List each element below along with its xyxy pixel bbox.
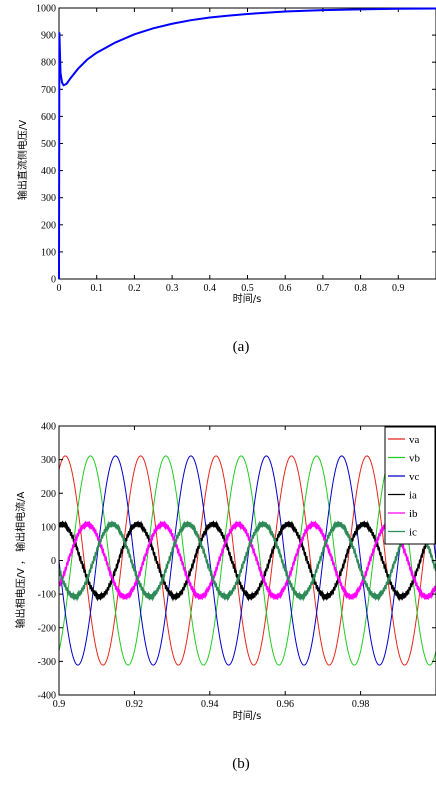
- x-tick-label: 0.3: [166, 283, 179, 294]
- legend-label-va: va: [409, 434, 420, 446]
- x-tick-label: 0.8: [354, 283, 367, 294]
- y-tick-label: 200: [41, 489, 56, 500]
- y-tick-label: 0: [51, 275, 56, 286]
- legend-label-ia: ia: [409, 490, 417, 502]
- x-tick-label: 0.2: [128, 283, 141, 294]
- chart-b-caption: (b): [232, 756, 250, 772]
- y-tick-label: 1000: [36, 4, 56, 15]
- chart-a-ticks: 0 0.1 0.2 0.3 0.4 0.5 0.6 0.7 0.8 0.9 0 100 200 300 40…: [36, 4, 436, 294]
- chart-b-xlabel: 时间/s: [233, 709, 262, 722]
- y-tick-label: 600: [41, 112, 56, 123]
- y-tick-label: 700: [41, 85, 56, 96]
- x-tick-label: 0.94: [201, 699, 219, 710]
- x-tick-label: 0.96: [276, 699, 294, 710]
- y-tick-label: 800: [41, 58, 56, 69]
- x-tick-label: 0.92: [126, 699, 144, 710]
- chart-a-plot-frame: [58, 7, 436, 280]
- chart-a-caption: (a): [233, 339, 250, 355]
- series-line-ib: [59, 520, 436, 600]
- legend-box: [384, 426, 436, 545]
- y-tick-label: 100: [41, 247, 56, 258]
- y-tick-label: 300: [41, 193, 56, 204]
- series-line-ia: [59, 520, 436, 602]
- series-line-vb: [59, 455, 436, 666]
- y-tick-label: -400: [38, 691, 56, 702]
- series-line-vc: [59, 455, 436, 666]
- x-tick-label: 0.9: [392, 283, 405, 294]
- chart-b-lines: [59, 455, 436, 666]
- x-tick-label: 0.5: [241, 283, 254, 294]
- x-tick-label: 0.1: [90, 283, 103, 294]
- chart-b: 0.9 0.92 0.94 0.96 0.98 -400 -300 -200 -100 0 100 2…: [14, 422, 436, 772]
- y-tick-label: 400: [41, 166, 56, 177]
- x-tick-label: 0.9: [53, 699, 66, 710]
- y-tick-label: -200: [38, 623, 56, 634]
- y-tick-label: -300: [38, 657, 56, 668]
- legend-label-ib: ib: [409, 508, 418, 520]
- chart-b-legend: va vb vc ia ib ic: [384, 426, 436, 545]
- x-tick-label: 0.6: [279, 283, 292, 294]
- y-tick-label: 500: [41, 139, 56, 150]
- y-tick-label: 100: [41, 522, 56, 533]
- chart-a-ylabel: 输出直流侧电压/V: [16, 120, 29, 200]
- legend-label-vb: vb: [409, 453, 421, 465]
- chart-b-ticks: 0.9 0.92 0.94 0.96 0.98 -400 -300 -200 -100 0 100 2…: [38, 422, 436, 710]
- chart-b-ylabel: 输出相电压/V ， 输出相电流/A: [14, 491, 27, 628]
- x-tick-label: 0.7: [317, 283, 330, 294]
- y-tick-label: 0: [51, 556, 56, 567]
- y-tick-label: 900: [41, 31, 56, 42]
- chart-a: 0 0.1 0.2 0.3 0.4 0.5 0.6 0.7 0.8 0.9 0 100 200 300 40…: [16, 4, 436, 355]
- series-line-va: [59, 455, 436, 666]
- y-tick-label: 300: [41, 455, 56, 466]
- x-tick-label: 0.4: [204, 283, 217, 294]
- series-line-0: [58, 7, 436, 280]
- x-tick-label: 0.98: [352, 699, 370, 710]
- legend-label-vc: vc: [409, 471, 420, 483]
- x-tick-label: 0: [57, 283, 62, 294]
- series-line-ic: [59, 520, 436, 602]
- legend-label-ic: ic: [409, 527, 417, 539]
- chart-a-lines: [58, 7, 436, 280]
- chart-a-xlabel: 时间/s: [233, 292, 262, 305]
- y-tick-label: -100: [38, 590, 56, 601]
- y-tick-label: 200: [41, 220, 56, 231]
- y-tick-label: 400: [41, 422, 56, 433]
